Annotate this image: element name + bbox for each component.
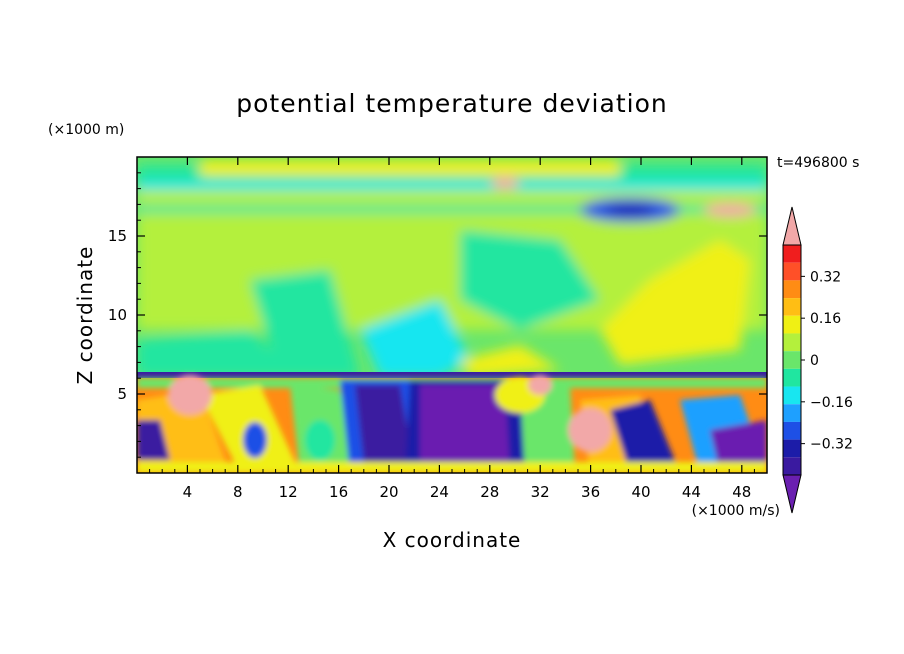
colorbar-tick-label: −0.16 [810, 395, 853, 411]
colorbar-tick-label: 0.16 [810, 311, 841, 327]
y-unit-label: (×1000 m) [48, 122, 124, 138]
y-axis-ticks: 5 10 15 [108, 172, 767, 458]
colorbar-swatch [783, 315, 801, 334]
x-tick-label: 20 [379, 483, 398, 501]
y-tick-label: 5 [117, 385, 127, 403]
colorbar-swatch [783, 351, 801, 369]
x-tick-label: 36 [581, 483, 600, 501]
colorbar-min-triangle [782, 474, 802, 514]
colorbar-tick-label: −0.32 [810, 437, 853, 453]
chart-title: potential temperature deviation [236, 89, 667, 118]
colorbar-swatch [783, 298, 801, 316]
colorbar-swatch [783, 280, 801, 299]
colorbar-swatch [783, 368, 801, 387]
colorbar-tick-label: 0.32 [810, 269, 841, 285]
colorbar-swatch [783, 262, 801, 281]
colorbar-swatch [783, 421, 801, 440]
contour-field [137, 157, 767, 473]
time-label: t=496800 s [777, 155, 859, 171]
colorbar-swatch [783, 333, 801, 352]
x-tick-label: 12 [279, 483, 298, 501]
x-tick-label: 40 [631, 483, 650, 501]
colorbar-swatch [783, 457, 801, 475]
x-tick-label: 24 [430, 483, 449, 501]
x-tick-label: 48 [732, 483, 751, 501]
colorbar-max-triangle [782, 206, 802, 246]
x-axis-label: X coordinate [383, 528, 522, 552]
x-tick-label: 32 [531, 483, 550, 501]
x-tick-label: 8 [233, 483, 243, 501]
colorbar-swatch [783, 404, 801, 422]
x-axis-ticks: 4 8 12 16 20 24 28 32 36 40 44 48 [149, 157, 755, 501]
y-axis-label: Z coordinate [73, 246, 97, 385]
x-tick-label: 16 [329, 483, 348, 501]
colorbar: 0.32 0.16 0 −0.16 −0.32 [782, 206, 853, 514]
colorbar-swatch [783, 386, 801, 405]
colorbar-swatch [783, 439, 801, 458]
colorbar-tick-label: 0 [810, 353, 819, 369]
x-unit-label: (×1000 m/s) [692, 503, 780, 519]
colorbar-swatch [783, 245, 801, 263]
y-tick-label: 15 [108, 227, 127, 245]
x-tick-label: 28 [480, 483, 499, 501]
y-tick-label: 10 [108, 306, 127, 324]
x-tick-label: 4 [183, 483, 193, 501]
x-tick-label: 44 [682, 483, 701, 501]
